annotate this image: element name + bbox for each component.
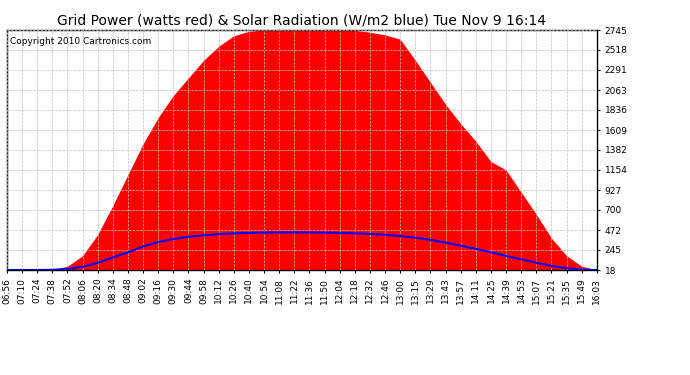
Text: Copyright 2010 Cartronics.com: Copyright 2010 Cartronics.com bbox=[10, 37, 151, 46]
Title: Grid Power (watts red) & Solar Radiation (W/m2 blue) Tue Nov 9 16:14: Grid Power (watts red) & Solar Radiation… bbox=[57, 13, 546, 27]
